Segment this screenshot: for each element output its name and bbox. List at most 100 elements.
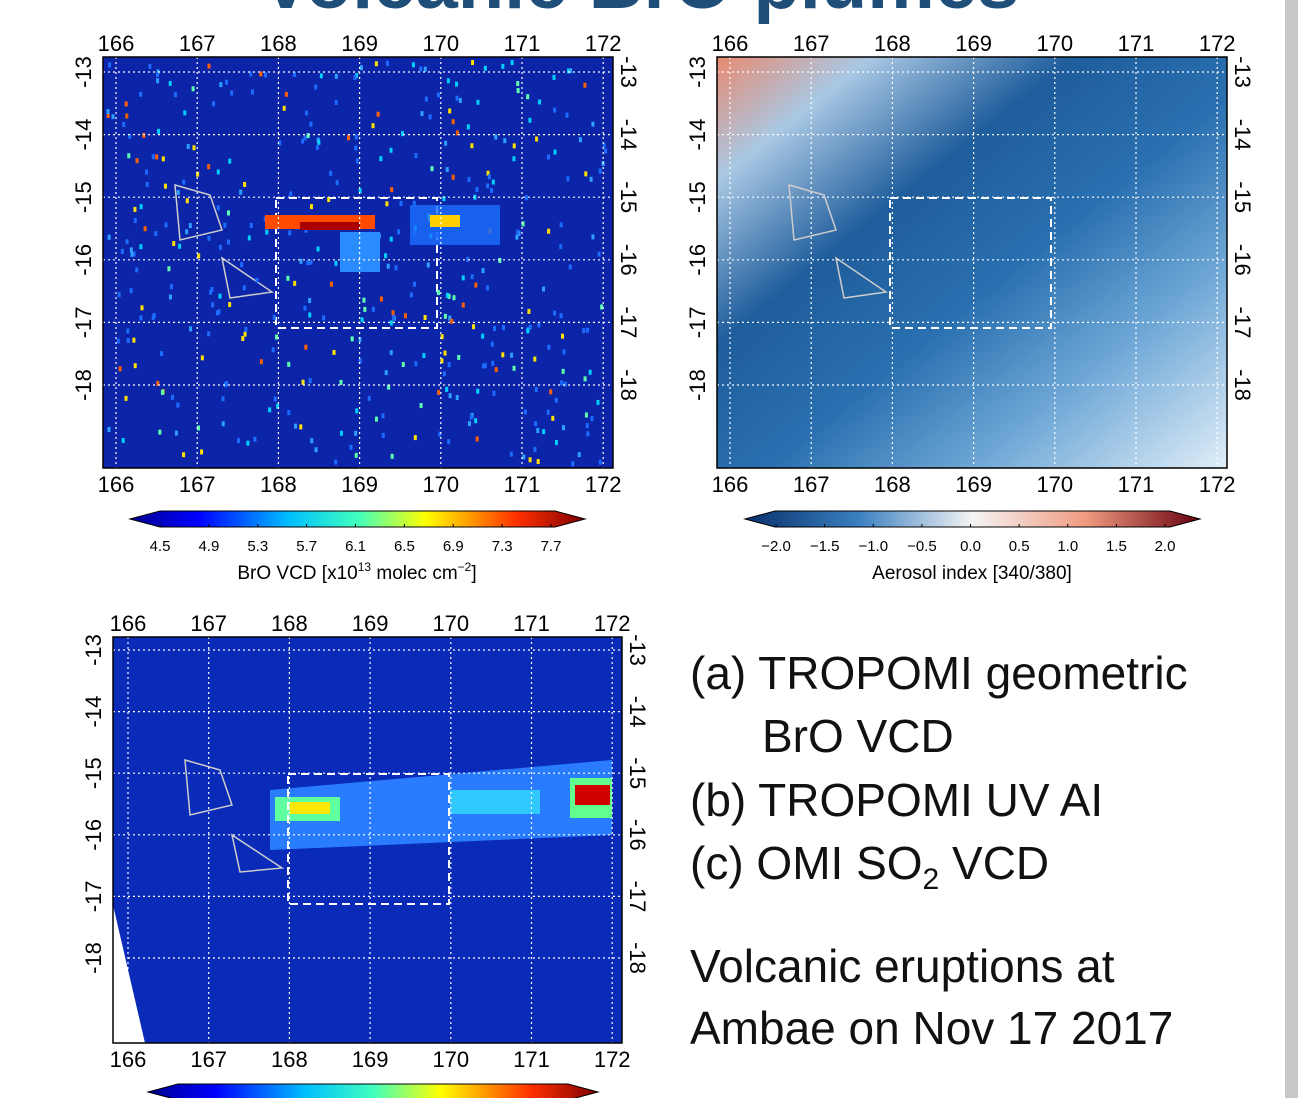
speckle bbox=[455, 81, 459, 87]
speckle bbox=[551, 415, 555, 421]
speckle bbox=[413, 281, 417, 287]
speckle bbox=[259, 359, 263, 365]
speckle bbox=[437, 389, 441, 395]
lon-tick-label: 172 bbox=[585, 472, 622, 497]
lat-tick-label: -15 bbox=[616, 181, 641, 213]
speckle bbox=[309, 259, 313, 265]
speckle bbox=[399, 200, 403, 206]
speckle bbox=[358, 336, 362, 342]
speckle bbox=[335, 180, 339, 186]
speckle bbox=[358, 358, 362, 364]
lon-tick-label: 168 bbox=[260, 31, 297, 56]
speckle bbox=[132, 251, 136, 257]
speckle bbox=[470, 143, 474, 149]
speckle bbox=[363, 306, 367, 312]
speckle bbox=[561, 368, 565, 374]
speckle bbox=[403, 313, 407, 319]
speckle bbox=[455, 130, 459, 136]
lon-tick-label: 169 bbox=[352, 611, 389, 636]
speckle bbox=[412, 200, 416, 206]
speckle bbox=[154, 231, 158, 237]
lon-tick-label: 167 bbox=[190, 1047, 227, 1072]
speckle bbox=[374, 61, 378, 67]
speckle bbox=[121, 438, 125, 444]
speckle bbox=[200, 449, 204, 455]
speckle bbox=[438, 431, 442, 437]
speckle bbox=[391, 310, 395, 316]
region-box bbox=[889, 197, 1052, 329]
speckle bbox=[133, 363, 137, 369]
label-sup: −2 bbox=[458, 560, 472, 574]
speckle bbox=[228, 302, 232, 308]
speckle bbox=[586, 431, 590, 437]
speckle bbox=[156, 380, 160, 386]
lon-tick-label: 166 bbox=[98, 472, 135, 497]
speckle bbox=[111, 114, 115, 120]
speckle bbox=[236, 438, 240, 444]
speckle bbox=[249, 71, 253, 77]
speckle bbox=[157, 128, 161, 134]
speckle bbox=[308, 312, 312, 318]
speckle bbox=[521, 221, 525, 227]
caption-line: BrO VCD bbox=[762, 710, 954, 762]
speckle bbox=[151, 154, 155, 160]
speckle bbox=[140, 305, 144, 311]
speckle bbox=[239, 189, 243, 195]
speckle bbox=[390, 187, 394, 193]
speckle bbox=[183, 110, 187, 116]
speckle bbox=[163, 183, 167, 189]
speckle bbox=[374, 416, 378, 422]
speckle bbox=[358, 188, 362, 194]
lat-tick-label: -14 bbox=[625, 696, 650, 728]
speckle bbox=[135, 158, 139, 164]
speckle bbox=[498, 257, 502, 263]
lon-tick-label: 167 bbox=[793, 472, 830, 497]
lat-tick-label: -18 bbox=[685, 369, 710, 401]
speckle bbox=[583, 376, 587, 382]
speckle bbox=[474, 418, 478, 424]
speckle bbox=[381, 413, 385, 419]
speckle bbox=[387, 384, 391, 390]
colorbar-tick-label: −1.0 bbox=[858, 538, 888, 555]
speckle bbox=[411, 62, 415, 68]
speckle bbox=[542, 429, 546, 435]
speckle bbox=[554, 397, 558, 403]
speckle bbox=[314, 84, 318, 90]
speckle bbox=[315, 144, 319, 150]
lon-tick-label: 167 bbox=[179, 31, 216, 56]
speckle bbox=[533, 446, 537, 452]
speckle bbox=[178, 243, 182, 249]
speckle bbox=[472, 324, 476, 330]
speckle bbox=[148, 63, 152, 69]
speckle bbox=[355, 73, 359, 79]
lon-tick-label: 169 bbox=[955, 472, 992, 497]
speckle bbox=[210, 286, 214, 292]
lon-tick-label: 170 bbox=[1036, 472, 1073, 497]
speckle bbox=[174, 430, 178, 436]
label-sup: 13 bbox=[358, 560, 372, 574]
speckle bbox=[461, 275, 465, 281]
colorbar-tick-label: 2.0 bbox=[1155, 538, 1176, 555]
speckle bbox=[469, 414, 473, 420]
speckle bbox=[207, 235, 211, 241]
speckle bbox=[568, 264, 572, 270]
speckle bbox=[419, 403, 423, 409]
speckle bbox=[455, 95, 459, 101]
lon-tick-label: 171 bbox=[504, 472, 541, 497]
speckle bbox=[164, 222, 168, 228]
speckle bbox=[536, 459, 540, 465]
speckle bbox=[139, 244, 143, 250]
lon-tick-label: 168 bbox=[271, 611, 308, 636]
speckle bbox=[528, 457, 532, 463]
speckle bbox=[445, 386, 449, 392]
speckle bbox=[451, 174, 455, 180]
speckle bbox=[230, 90, 234, 96]
caption-part: VCD bbox=[939, 837, 1050, 889]
speckle bbox=[487, 174, 491, 180]
lon-tick-label: 169 bbox=[955, 31, 992, 56]
colorbar-tick-label: −2.0 bbox=[761, 538, 791, 555]
speckle bbox=[585, 423, 589, 429]
lat-tick-label: -13 bbox=[71, 56, 96, 88]
speckle bbox=[561, 333, 565, 339]
